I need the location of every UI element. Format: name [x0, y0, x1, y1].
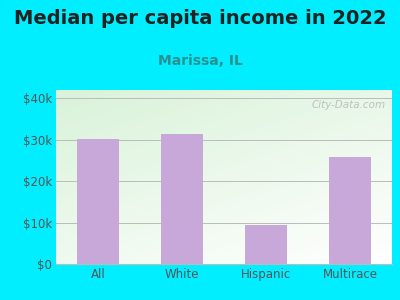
Bar [77, 139, 119, 264]
Bar [161, 134, 203, 264]
Text: City-Data.com: City-Data.com [311, 100, 385, 110]
Bar [245, 226, 287, 264]
Text: Marissa, IL: Marissa, IL [158, 54, 242, 68]
Bar [329, 157, 371, 264]
Text: Median per capita income in 2022: Median per capita income in 2022 [14, 9, 386, 28]
